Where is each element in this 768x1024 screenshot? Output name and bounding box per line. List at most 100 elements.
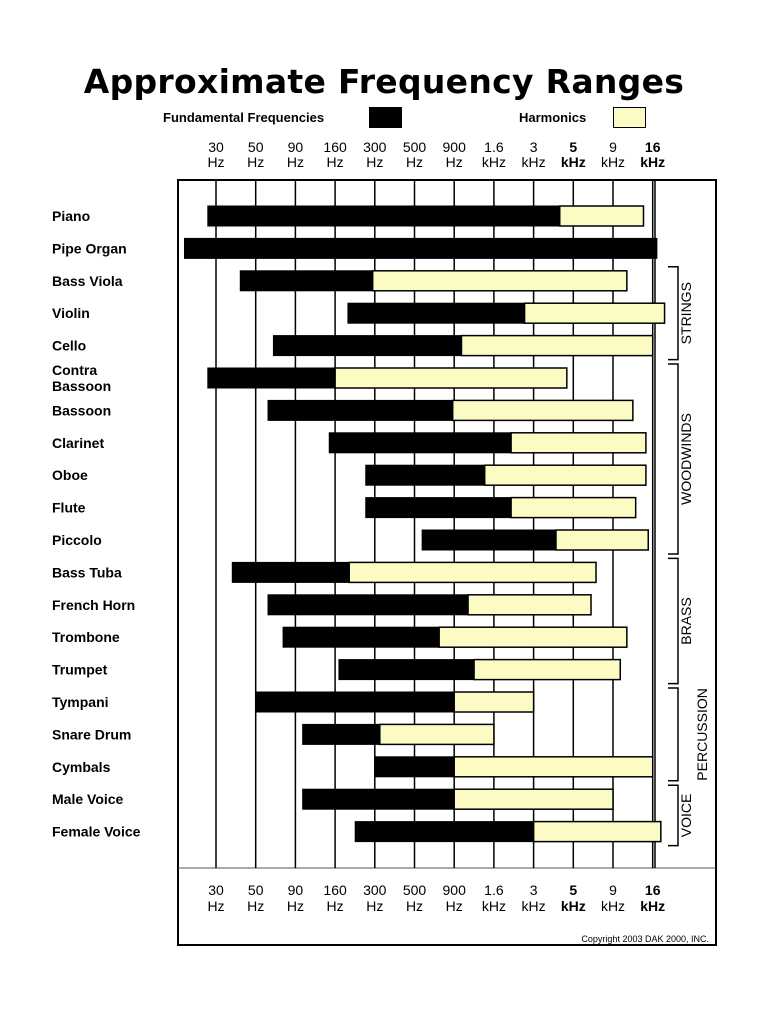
instrument-label: Trumpet [52, 662, 108, 678]
tick-unit-bottom: kHz [561, 898, 586, 914]
instrument-label: Flute [52, 500, 86, 516]
instrument-label: Piccolo [52, 532, 102, 548]
harmonics-bar [523, 302, 666, 324]
group-label: BRASS [678, 597, 694, 644]
tick-label-bottom: 160 [323, 882, 347, 898]
group-bracket [668, 363, 679, 555]
tick-label-bottom: 16 [645, 882, 661, 898]
tick-label-bottom: 5 [569, 882, 577, 898]
tick-label-bottom: 1.6 [484, 882, 504, 898]
instrument-label: Violin [52, 305, 90, 321]
instrument-label: Bassoon [52, 402, 111, 418]
tick-unit-bottom: kHz [640, 898, 665, 914]
tick-label-top: 5 [569, 139, 577, 155]
tick-unit-bottom: kHz [522, 898, 546, 914]
fundamental-bar [421, 529, 557, 551]
harmonics-bar [371, 270, 628, 292]
harmonics-bar [438, 626, 628, 648]
harmonics-bar [348, 561, 597, 584]
tick-label-bottom: 50 [248, 882, 264, 898]
fundamental-bar [207, 367, 336, 389]
tick-unit-top: Hz [207, 154, 224, 170]
tick-label-top: 1.6 [484, 139, 504, 155]
tick-unit-top: Hz [327, 154, 344, 170]
group-label: PERCUSSION [694, 688, 710, 781]
instrument-label: Female Voice [52, 824, 141, 840]
legend-harmonics-label: Harmonics [519, 110, 587, 125]
tick-unit-top: kHz [522, 154, 546, 170]
tick-unit-top: Hz [287, 154, 304, 170]
tick-unit-top: Hz [446, 154, 463, 170]
tick-unit-top: Hz [406, 154, 423, 170]
harmonics-bar [379, 723, 495, 746]
fundamental-bar [231, 561, 350, 583]
instrument-label: Oboe [52, 467, 88, 483]
harmonics-bar [473, 658, 622, 681]
harmonics-bar [453, 788, 614, 810]
tick-label-bottom: 3 [530, 882, 538, 898]
tick-label-top: 16 [645, 139, 661, 155]
tick-unit-bottom: Hz [247, 898, 264, 914]
tick-label-top: 3 [530, 139, 538, 155]
tick-unit-bottom: Hz [446, 898, 463, 914]
fundamental-bar [365, 497, 512, 519]
tick-label-top: 300 [363, 139, 387, 155]
fundamental-bar [207, 205, 561, 227]
tick-label-top: 160 [323, 139, 347, 155]
group-label: WOODWINDS [678, 413, 694, 505]
harmonics-bar [558, 205, 645, 227]
tick-unit-bottom: Hz [207, 898, 224, 914]
tick-label-bottom: 90 [288, 882, 304, 898]
fundamental-bar [338, 659, 475, 681]
harmonics-bar [467, 594, 592, 616]
tick-unit-bottom: Hz [327, 898, 344, 914]
harmonics-bar [555, 529, 649, 551]
group-label: STRINGS [678, 282, 694, 344]
tick-label-bottom: 9 [609, 882, 617, 898]
fundamental-bar [374, 756, 455, 778]
fundamental-bar [347, 302, 526, 324]
tick-label-top: 50 [248, 139, 264, 155]
group-bracket [668, 784, 679, 847]
instrument-label: Piano [52, 208, 90, 224]
fundamental-bar [255, 691, 455, 713]
legend-fundamental-label: Fundamental Frequencies [163, 110, 325, 125]
instrument-label: French Horn [52, 597, 135, 613]
harmonics-bar [453, 691, 535, 713]
fundamental-bar [365, 464, 486, 486]
tick-label-top: 900 [443, 139, 467, 155]
fundamental-bar [267, 399, 454, 421]
group-bracket [668, 687, 679, 782]
harmonics-bar [453, 756, 654, 778]
tick-unit-bottom: kHz [601, 898, 625, 914]
instrument-label: Contra [52, 362, 97, 378]
tick-unit-bottom: Hz [366, 898, 383, 914]
instrument-label: Bass Tuba [52, 564, 122, 580]
harmonics-bar [532, 820, 662, 843]
harmonics-bar [334, 367, 568, 389]
group-label: VOICE [678, 794, 694, 838]
fundamental-bar [302, 788, 455, 810]
tick-label-bottom: 500 [403, 882, 427, 898]
instrument-label: Trombone [52, 629, 120, 645]
harmonics-bar [510, 496, 637, 519]
fundamental-bar [239, 270, 374, 292]
legend-fundamental-swatch [369, 107, 402, 128]
copyright-text: Copyright 2003 DAK 2000, INC. [581, 934, 709, 944]
tick-label-top: 9 [609, 139, 617, 155]
tick-label-bottom: 30 [208, 882, 224, 898]
group-bracket [668, 557, 679, 685]
fundamental-bar [183, 237, 658, 259]
tick-unit-top: kHz [482, 154, 506, 170]
fundamental-bar [272, 335, 462, 357]
tick-unit-top: Hz [366, 154, 383, 170]
tick-unit-top: kHz [561, 154, 586, 170]
tick-label-top: 500 [403, 139, 427, 155]
fundamental-bar [282, 626, 440, 648]
instrument-label: Clarinet [52, 435, 104, 451]
instrument-label: Bassoon [52, 378, 111, 394]
harmonics-bar [510, 432, 647, 454]
harmonics-bar [460, 334, 654, 357]
tick-label-top: 90 [288, 139, 304, 155]
